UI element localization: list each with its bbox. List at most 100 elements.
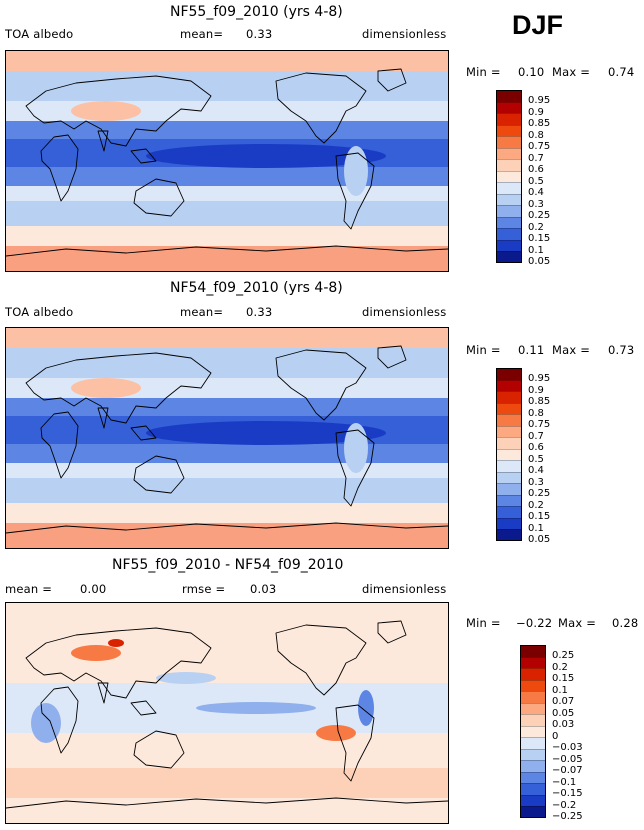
colorbar-tick-label: −0.07 (552, 765, 583, 776)
colorbar-tick-label: 0.1 (528, 244, 544, 256)
panel1-colorbar: 0.95 0.9 0.85 0.8 0.75 0.7 0.6 0.5 0.4 0.3 0.25 0.2… (496, 90, 606, 268)
colorbar-swatch (520, 771, 546, 783)
panel3-min-value: −0.22 (516, 616, 553, 630)
colorbar-swatch (520, 714, 546, 726)
colorbar-tick-label: 0.05 (552, 707, 575, 719)
colorbar-tick-label: 0.5 (528, 453, 544, 465)
colorbar-tick-label: 0.7 (528, 152, 544, 164)
colorbar-tick-label: −0.15 (552, 788, 583, 799)
panel1-map (5, 50, 449, 272)
colorbar-tick-label: 0 (552, 730, 559, 742)
colorbar-tick-label: 0.95 (528, 373, 551, 384)
panel2-max-label: Max = (552, 343, 591, 357)
colorbar-tick-label: 0.8 (528, 407, 544, 419)
colorbar-tick-label: 0.25 (528, 488, 551, 499)
colorbar-tick-label: 0.6 (528, 442, 544, 453)
panel1-units-label: dimensionless (362, 27, 447, 41)
colorbar-tick-label: 0.8 (528, 129, 544, 141)
panel2-title: NF54_f09_2010 (yrs 4-8) (170, 280, 343, 296)
colorbar-swatch (520, 748, 546, 760)
panel3-rmse-value: 0.03 (250, 582, 277, 596)
colorbar-swatch (496, 402, 522, 414)
colorbar-swatch (496, 517, 522, 529)
colorbar-tick-label: 0.15 (528, 233, 551, 244)
colorbar-tick-label: 0.05 (528, 534, 551, 545)
panel2-mean-value: 0.33 (246, 305, 273, 319)
panel1-min-value: 0.10 (518, 65, 545, 79)
colorbar-tick-label: 0.85 (528, 118, 551, 129)
panel2-colorbar: 0.95 0.9 0.85 0.8 0.75 0.7 0.6 0.5 0.4 0.3 0.25 0.2… (496, 368, 606, 546)
panel1-max-label: Max = (552, 65, 591, 79)
panel3-units-label: dimensionless (362, 582, 447, 596)
colorbar-tick-label: −0.2 (552, 799, 577, 811)
colorbar-swatch (520, 668, 546, 680)
colorbar-swatch (496, 437, 522, 449)
panel3-map (5, 602, 449, 824)
colorbar-tick-label: 0.85 (528, 396, 551, 407)
colorbar-swatch (496, 391, 522, 403)
colorbar-swatch (496, 425, 522, 437)
colorbar-swatch (496, 159, 522, 171)
colorbar-tick-label: 0.2 (552, 661, 568, 673)
colorbar-swatch (496, 506, 522, 518)
colorbar-tick-label: 0.1 (528, 522, 544, 534)
colorbar-tick-label: 0.2 (528, 499, 544, 511)
colorbar-swatch (496, 460, 522, 472)
colorbar-swatch (496, 529, 522, 541)
colorbar-swatch (520, 702, 546, 714)
colorbar-swatch (520, 679, 546, 691)
colorbar-swatch (520, 794, 546, 806)
colorbar-tick-label: 0.25 (528, 210, 551, 221)
colorbar-swatch (496, 228, 522, 240)
colorbar-swatch (520, 760, 546, 772)
colorbar-tick-label: 0.9 (528, 384, 544, 396)
colorbar-tick-label: 0.2 (528, 221, 544, 233)
colorbar-tick-label: −0.25 (552, 811, 583, 822)
panel2-variable-label: TOA albedo (5, 305, 74, 319)
colorbar-tick-label: −0.03 (552, 742, 583, 753)
colorbar-tick-label: 0.3 (528, 476, 544, 488)
colorbar-tick-label: 0.9 (528, 106, 544, 118)
colorbar-swatch (496, 136, 522, 148)
colorbar-swatch (520, 656, 546, 668)
colorbar-tick-label: 0.6 (528, 164, 544, 175)
panel3-max-value: 0.28 (612, 616, 639, 630)
colorbar-swatch (496, 101, 522, 113)
panel2-map (5, 327, 449, 549)
colorbar-swatch (496, 113, 522, 125)
panel2-max-value: 0.73 (608, 343, 635, 357)
panel3-mean-value: 0.00 (80, 582, 107, 596)
panel3-title: NF55_f09_2010 - NF54_f09_2010 (112, 557, 344, 573)
colorbar-swatch (496, 193, 522, 205)
colorbar-frame (520, 645, 546, 818)
panel2-mean-label: mean= (180, 305, 224, 319)
colorbar-tick-label: 0.95 (528, 95, 551, 106)
colorbar-swatch (496, 471, 522, 483)
colorbar-tick-label: 0.3 (528, 198, 544, 210)
panel1-min-label: Min = (466, 65, 501, 79)
panel3-colorbar: 0.25 0.2 0.15 0.1 0.07 0.05 0.03 0 −0.03 −0.05 −0.… (520, 645, 630, 823)
panel1-mean-value: 0.33 (246, 27, 273, 41)
colorbar-swatch (496, 251, 522, 263)
colorbar-swatch (496, 448, 522, 460)
colorbar-frame (496, 90, 522, 263)
colorbar-tick-label: 0.5 (528, 175, 544, 187)
colorbar-swatch (520, 691, 546, 703)
panel3-min-label: Min = (466, 616, 501, 630)
colorbar-swatch (520, 806, 546, 818)
panel3-rmse-label: rmse = (182, 582, 226, 596)
panel1-mean-label: mean= (180, 27, 224, 41)
colorbar-swatch (496, 124, 522, 136)
season-label: DJF (512, 10, 564, 40)
colorbar-tick-label: 0.05 (528, 256, 551, 267)
panel1-max-value: 0.74 (608, 65, 635, 79)
colorbar-swatch (496, 379, 522, 391)
panel2-min-label: Min = (466, 343, 501, 357)
colorbar-swatch (520, 783, 546, 795)
colorbar-tick-label: 0.03 (552, 719, 575, 730)
colorbar-tick-label: 0.25 (552, 650, 575, 661)
colorbar-tick-label: 0.75 (528, 141, 551, 152)
colorbar-swatch (520, 737, 546, 749)
colorbar-swatch (496, 483, 522, 495)
colorbar-tick-label: 0.75 (528, 419, 551, 430)
